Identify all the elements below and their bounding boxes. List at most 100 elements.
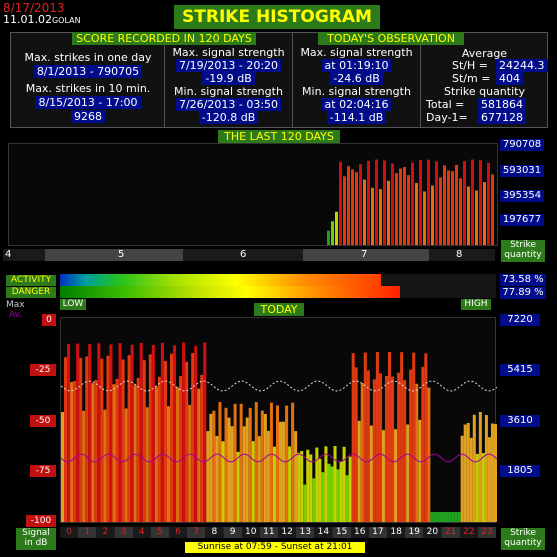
ten-minute-bar [297, 452, 301, 522]
stats-divider-3 [420, 33, 421, 127]
score-min-signal-value-wrap: -120.8 dB [165, 111, 292, 124]
day1-label: Day-1= [426, 111, 468, 124]
ten-minute-bar [230, 426, 234, 522]
ten-minute-bar [236, 451, 240, 522]
hour-label: 16 [350, 527, 369, 538]
today-min-signal-value-wrap: -114.1 dB [293, 111, 420, 124]
day-bar [447, 170, 450, 245]
ten-minute-bar [321, 472, 325, 522]
ten-minute-bar [309, 454, 313, 522]
ten-minute-bar [272, 446, 276, 522]
ten-minute-bar [182, 342, 186, 522]
ten-minute-bar [76, 343, 80, 522]
ten-minute-bar [100, 358, 104, 522]
ten-minute-bar [454, 512, 458, 522]
ten-minute-bar [400, 352, 404, 522]
ten-minute-bar [215, 435, 219, 522]
hour-label: 18 [387, 527, 406, 538]
hour-label: 15 [332, 527, 351, 538]
max-strikes-day-value-wrap: 8/1/2013 - 790705 [12, 65, 164, 78]
ten-minute-bar [118, 343, 122, 522]
today-quantity-line1: Strike [510, 528, 536, 538]
ten-minute-bar [142, 360, 146, 522]
today-quantity-line2: quantity [504, 538, 542, 548]
day-bar [399, 168, 402, 245]
hour-axis: 0 1 2 3 4 5 6 7 8 9 10 11 12 13 14 15 16 17 18 19 20 21 22 23 [60, 527, 496, 538]
qty-tick-3: 1805 [500, 465, 540, 477]
day-bar [331, 221, 334, 245]
ten-minute-bar [160, 342, 164, 522]
ten-minute-bar [339, 461, 343, 522]
day-bar [443, 165, 446, 245]
ten-minute-bar [166, 406, 170, 522]
activity-fill [60, 274, 381, 286]
ten-minute-bar [412, 352, 416, 522]
ten-minute-bar [291, 402, 295, 522]
ten-minute-bar [439, 512, 443, 522]
stats-divider-2 [292, 33, 293, 127]
day-bar [347, 166, 350, 245]
day-bar [491, 174, 494, 245]
ten-minute-bar [366, 370, 370, 522]
day-bar [339, 161, 342, 245]
max-strikes-10min-date: 8/15/2013 - 17:00 [35, 96, 141, 109]
ten-minute-bar [188, 404, 192, 522]
ten-minute-bar [436, 512, 440, 522]
hour-label: 4 [132, 527, 151, 538]
month-label-4: 4 [5, 249, 12, 260]
ten-minute-bar [433, 512, 437, 522]
ten-minute-bar [209, 413, 213, 522]
month-seg-4 [3, 249, 45, 261]
ten-minute-bar [318, 458, 322, 522]
last120-title: THE LAST 120 DAYS [218, 130, 340, 143]
last120-tick-3: 197677 [500, 214, 544, 226]
ten-minute-bar [327, 463, 331, 522]
ten-minute-bar [82, 410, 86, 522]
day-bar [383, 160, 386, 245]
day-bar [483, 182, 486, 245]
ten-minute-bar [239, 403, 243, 522]
ten-minute-bar [73, 381, 77, 522]
ten-minute-bar [221, 441, 225, 522]
score-max-signal-date-wrap: 7/19/2013 - 20:20 [165, 59, 292, 72]
av-label: Av. [9, 310, 23, 320]
day-bar [419, 159, 422, 245]
ten-minute-bar [475, 453, 479, 522]
signal-db-line2: in dB [24, 538, 48, 548]
day-bar [487, 162, 490, 245]
today-max-signal-time-wrap: at 01:19:10 [293, 59, 420, 72]
time-station: 11.01.02GOLAN [3, 14, 81, 26]
today-max-signal-time: at 01:19:10 [321, 59, 392, 72]
ten-minute-bar [203, 342, 207, 522]
signal-tick-75: -75 [30, 465, 56, 477]
ten-minute-bar [151, 345, 155, 522]
ten-minute-bar [145, 407, 149, 522]
ten-minute-bar [257, 436, 261, 522]
ten-minute-bar [375, 352, 379, 522]
day-bar [459, 178, 462, 245]
ten-minute-bar [279, 421, 283, 522]
ten-minute-bar [469, 437, 473, 522]
month-label-8: 8 [456, 249, 463, 260]
ten-minute-bar [260, 410, 264, 522]
score-max-signal-value-wrap: -19.9 dB [165, 72, 292, 85]
ten-minute-bar [315, 447, 319, 522]
day-bar [463, 161, 466, 245]
ten-minute-bar [176, 387, 180, 522]
day-bar [335, 211, 338, 245]
ten-minute-bar [360, 382, 364, 522]
score-min-signal-value: -120.8 dB [198, 111, 259, 124]
stats-divider-1 [164, 33, 165, 127]
today-svg [60, 342, 498, 522]
day-bar [467, 186, 470, 245]
ten-minute-bar [242, 426, 246, 522]
hour-label: 8 [205, 527, 224, 538]
ten-minute-bar [303, 484, 307, 522]
score-min-signal-label: Min. signal strength [174, 85, 283, 98]
ten-minute-bar [127, 355, 131, 522]
ten-minute-bar [457, 512, 461, 522]
day-bar [455, 164, 458, 245]
ten-minute-bar [179, 375, 183, 522]
ten-minute-bar [481, 453, 485, 522]
danger-meter [60, 286, 496, 298]
